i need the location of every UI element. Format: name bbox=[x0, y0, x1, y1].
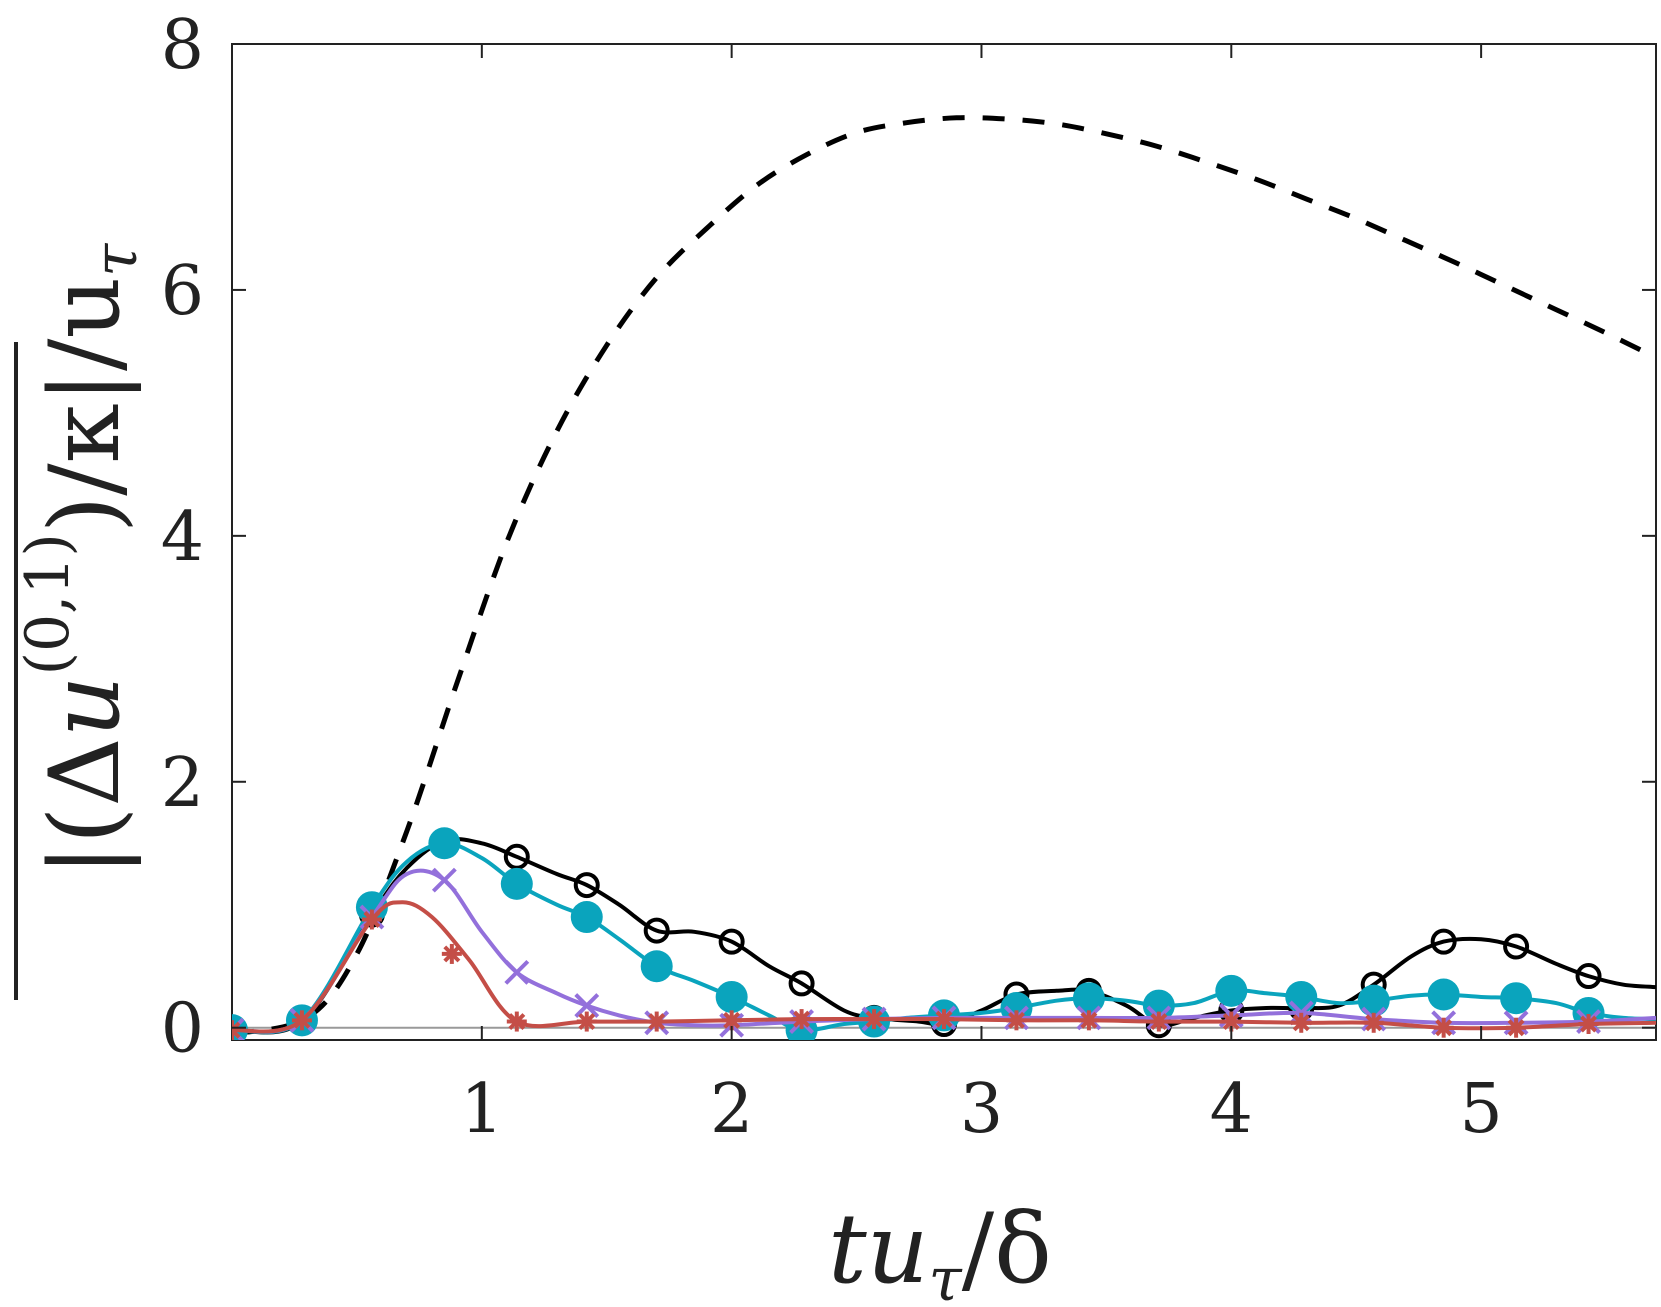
data-point bbox=[1578, 1014, 1599, 1035]
data-point bbox=[506, 1011, 527, 1032]
data-point bbox=[1506, 1017, 1527, 1038]
data-point bbox=[640, 950, 673, 983]
data-point bbox=[791, 1009, 812, 1030]
data-point bbox=[1072, 982, 1105, 1015]
x-tick-label: 3 bbox=[960, 1070, 1003, 1149]
series-asterisk-series bbox=[232, 900, 1656, 1040]
data-point bbox=[355, 891, 388, 924]
y-axis-label: |(Δu(0,1))/κ|/uτ bbox=[13, 243, 151, 1000]
data-point bbox=[573, 872, 600, 899]
data-point bbox=[1575, 963, 1602, 990]
data-point bbox=[646, 1011, 667, 1032]
data-point bbox=[232, 1017, 245, 1040]
data-point bbox=[503, 843, 530, 870]
data-point bbox=[643, 917, 670, 944]
data-point bbox=[428, 827, 461, 860]
y-tick-label: 6 bbox=[161, 252, 204, 331]
data-point bbox=[570, 901, 603, 934]
data-point bbox=[864, 1009, 885, 1030]
data-point bbox=[718, 928, 745, 955]
data-point bbox=[504, 959, 530, 985]
data-point bbox=[232, 1020, 242, 1040]
y-tick-label: 4 bbox=[161, 498, 204, 577]
data-point bbox=[1357, 984, 1390, 1017]
x-tick-label: 2 bbox=[710, 1070, 753, 1149]
series-line bbox=[232, 115, 1656, 1037]
data-point bbox=[1433, 1017, 1454, 1038]
x-tick-label: 1 bbox=[460, 1070, 503, 1149]
data-point bbox=[291, 1010, 312, 1031]
data-point bbox=[1363, 1012, 1384, 1033]
data-point bbox=[1285, 980, 1318, 1013]
x-tick-label: 4 bbox=[1210, 1070, 1253, 1149]
data-point bbox=[574, 993, 600, 1018]
tick-labels-layer: 1 2 3 4 5 0 2 4 6 8 bbox=[161, 6, 1503, 1149]
svg-text:|(Δu(0,1))/κ|/uτ: |(Δu(0,1))/κ|/uτ bbox=[13, 243, 151, 877]
series-dashed-reference bbox=[232, 115, 1656, 1037]
data-point bbox=[1427, 978, 1460, 1011]
y-tick-label: 0 bbox=[161, 990, 204, 1069]
x-tick-label: 5 bbox=[1459, 1070, 1502, 1149]
data-point bbox=[1078, 1010, 1099, 1031]
y-tick-label: 2 bbox=[161, 744, 204, 823]
data-point bbox=[361, 909, 382, 930]
data-point bbox=[934, 1009, 954, 1030]
data-point bbox=[1148, 1011, 1169, 1032]
data-point bbox=[1500, 982, 1533, 1015]
data-point bbox=[788, 970, 815, 997]
data-point bbox=[1291, 1012, 1312, 1033]
data-point bbox=[715, 980, 748, 1013]
data-point bbox=[1215, 974, 1248, 1007]
y-tick-label: 8 bbox=[161, 6, 204, 85]
data-point bbox=[431, 867, 457, 893]
data-point bbox=[441, 943, 462, 964]
plot-area bbox=[231, 43, 1657, 1041]
data-point bbox=[1430, 928, 1457, 955]
x-axis-label: tuτ/δ bbox=[828, 1193, 1052, 1307]
ticks-layer bbox=[232, 43, 1656, 1040]
series-layer bbox=[232, 115, 1656, 1040]
data-point bbox=[500, 867, 533, 900]
data-point bbox=[1503, 933, 1530, 960]
data-point bbox=[1142, 989, 1175, 1022]
data-point bbox=[576, 1011, 597, 1032]
data-point bbox=[1006, 1010, 1027, 1031]
